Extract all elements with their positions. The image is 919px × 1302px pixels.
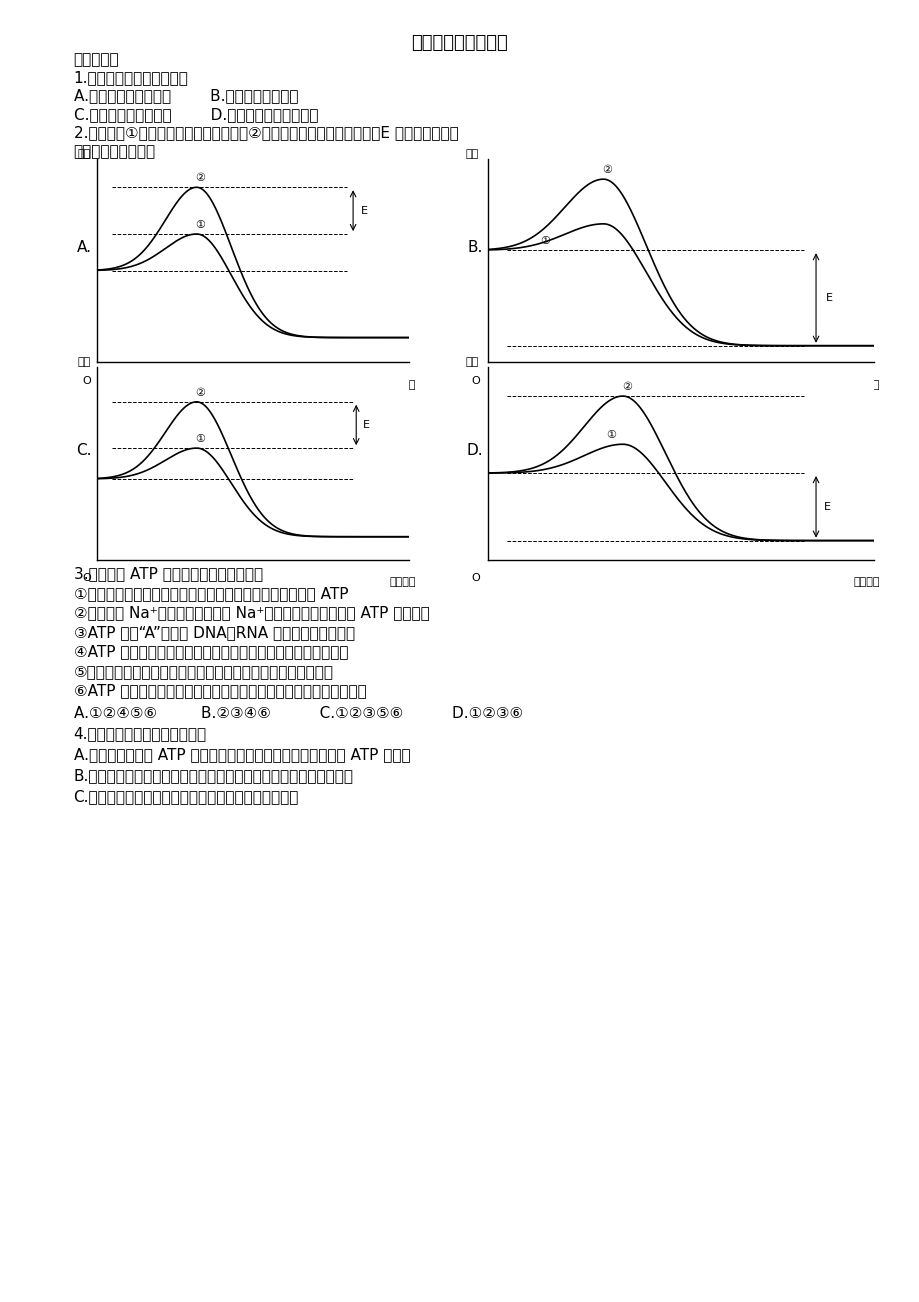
Text: ①: ① (540, 236, 550, 246)
Text: ④ATP 是生物体生命活动的直接供能物质，但在细胞内含量很少: ④ATP 是生物体生命活动的直接供能物质，但在细胞内含量很少 (74, 644, 347, 660)
Text: A.①②④⑤⑥         B.②③④⑥          C.①②③⑤⑥          D.①②③⑥: A.①②④⑤⑥ B.②③④⑥ C.①②③⑤⑥ D.①②③⑥ (74, 706, 522, 721)
Text: 3.下列有关 ATP 的相关叙述中，正确的是: 3.下列有关 ATP 的相关叙述中，正确的是 (74, 566, 263, 582)
Text: C.酶的活性与温度有关        D.酶为化学反应提供能量: C.酶的活性与温度有关 D.酶为化学反应提供能量 (74, 107, 318, 122)
Text: 反应进程: 反应进程 (390, 380, 416, 391)
Text: ③ATP 中的“A”与构成 DNA、RNA 中的碱基是同一物质: ③ATP 中的“A”与构成 DNA、RNA 中的碱基是同一物质 (74, 625, 355, 641)
Text: ①: ① (195, 220, 205, 230)
Text: 反应进程: 反应进程 (390, 577, 416, 587)
Text: E: E (825, 293, 832, 303)
Text: 能量: 能量 (77, 148, 91, 159)
Text: O: O (471, 573, 480, 583)
Text: ②: ② (602, 165, 612, 174)
Text: A.绝大多数酶是蛋白质        B.酶的催化效率很高: A.绝大多数酶是蛋白质 B.酶的催化效率很高 (74, 89, 298, 104)
Text: 1.有关于酶的叙述错误的是: 1.有关于酶的叙述错误的是 (74, 70, 188, 86)
Text: B.: B. (467, 240, 482, 255)
Text: O: O (83, 376, 92, 387)
Text: O: O (83, 573, 92, 583)
Text: A.放能反应总是与 ATP 水解反应相联系，吸能反应时总是伴随 ATP 的合成: A.放能反应总是与 ATP 水解反应相联系，吸能反应时总是伴随 ATP 的合成 (74, 747, 410, 763)
Text: 2.下图中，①表示有酶催化的反应曲线，②表示没有酶催化的反应曲线，E 表示酶降低的活: 2.下图中，①表示有酶催化的反应曲线，②表示没有酶催化的反应曲线，E 表示酶降低… (74, 125, 458, 141)
Text: 生物（实验班）试题: 生物（实验班）试题 (411, 34, 508, 52)
Text: ②: ② (195, 173, 205, 184)
Text: B.快速登山时，人体的能量主要来自有机物分解产生二氧化碳的过程: B.快速登山时，人体的能量主要来自有机物分解产生二氧化碳的过程 (74, 768, 353, 784)
Text: 反应进程: 反应进程 (852, 380, 879, 391)
Text: ⑤能进行有氧呼吸的细胞不一定含有线粒体但一定含有相关的酶: ⑤能进行有氧呼吸的细胞不一定含有线粒体但一定含有相关的酶 (74, 664, 334, 680)
Text: E: E (823, 501, 830, 512)
Text: ①人体成熟的红细胞、蛙的红细胞、鸡的红细胞中均能合成 ATP: ①人体成熟的红细胞、蛙的红细胞、鸡的红细胞中均能合成 ATP (74, 586, 347, 602)
Text: E: E (362, 421, 369, 430)
Text: 能量: 能量 (465, 357, 478, 367)
Text: 化能，正确的图解是: 化能，正确的图解是 (74, 145, 155, 160)
Text: A.: A. (77, 240, 92, 255)
Text: 能量: 能量 (77, 357, 91, 367)
Text: E: E (360, 206, 368, 216)
Text: ①: ① (606, 431, 616, 440)
Text: C.蔬菜在低氧、干燥、低温的环境中，可延长保鲜时间: C.蔬菜在低氧、干燥、低温的环境中，可延长保鲜时间 (74, 789, 299, 805)
Text: ①: ① (195, 435, 205, 444)
Text: O: O (471, 376, 480, 387)
Text: ②若细胞内 Na⁺浓度偏高，为维持 Na⁺浓度的稳定，细胞消耗 ATP 的最增加: ②若细胞内 Na⁺浓度偏高，为维持 Na⁺浓度的稳定，细胞消耗 ATP 的最增加 (74, 605, 429, 621)
Text: ②: ② (195, 388, 205, 398)
Text: 能量: 能量 (465, 148, 478, 159)
Text: ②: ② (621, 383, 631, 392)
Text: 一、选择题: 一、选择题 (74, 52, 119, 68)
Text: C.: C. (76, 443, 92, 458)
Text: 4.下列叙述符合生物学原理的是: 4.下列叙述符合生物学原理的是 (74, 727, 207, 742)
Text: ⑥ATP 中的能量可以来源于光能、化学能，也可转化为光能和化学能: ⑥ATP 中的能量可以来源于光能、化学能，也可转化为光能和化学能 (74, 684, 366, 699)
Text: D.: D. (466, 443, 482, 458)
Text: 反应进程: 反应进程 (852, 577, 879, 587)
